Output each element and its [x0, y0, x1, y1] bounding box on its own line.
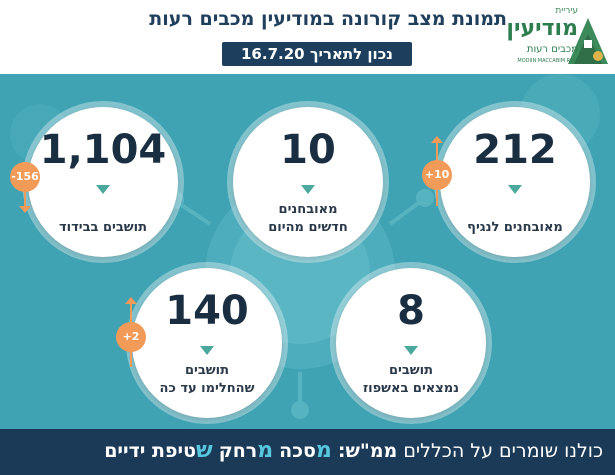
page-title: תמונת מצב קורונה במודיעין מכבים רעות: [149, 8, 507, 30]
stat-value: 212: [473, 127, 557, 173]
footer-word-hygiene: טיפת ידיים: [104, 440, 196, 462]
stat-hospitalized: 8 תושבים נמצאים באשפוז: [336, 268, 486, 418]
logo-line-4: MODIIN MACCABIM REUT: [517, 58, 580, 64]
up-arrow-icon: [125, 297, 137, 304]
change-badge: -156: [10, 162, 40, 192]
city-logo: עיריית מודיעין מכבים רעות MODIIN MACCABI…: [506, 4, 610, 70]
down-triangle-icon: [96, 185, 110, 194]
stat-recovered: 140 תושבים שהחלימו עד כה: [132, 268, 282, 418]
footer-mm: ממ"ש:: [337, 440, 398, 462]
stat-value: 10: [280, 127, 336, 173]
stat-value: 1,104: [39, 127, 167, 173]
date-badge: נכון לתאריך 16.7.20: [222, 42, 412, 66]
stat-value: 8: [397, 288, 425, 334]
footer-slogan: כולנו שומרים על הכללים ממ"ש: מסכה מרחק ש…: [104, 438, 603, 463]
logo-line-2: מודיעין: [506, 16, 578, 41]
change-badge: +2: [116, 322, 146, 352]
change-badge: +10: [422, 160, 452, 190]
footer-mem-1: מ: [315, 438, 332, 463]
stat-label: מאובחנים לנגיף: [467, 220, 563, 235]
down-triangle-icon: [301, 185, 315, 194]
footer-banner: כולנו שומרים על הכללים ממ"ש: מסכה מרחק ש…: [0, 429, 615, 475]
header: תמונת מצב קורונה במודיעין מכבים רעות נכו…: [0, 0, 615, 74]
logo-line-1: עיריית: [555, 6, 578, 16]
down-arrow-icon: [19, 206, 31, 213]
up-arrow-icon: [431, 136, 443, 143]
stat-label-line2: נמצאים באשפוז: [362, 381, 460, 396]
stat-label: תושבים בבידוד: [59, 220, 147, 235]
stat-label-line1: תושבים: [388, 363, 433, 378]
footer-word-distance: רחק: [218, 440, 258, 462]
footer-intro: כולנו שומרים על הכללים: [403, 440, 603, 462]
down-triangle-icon: [200, 346, 214, 355]
stat-label-line2: שהחלימו עד כה: [159, 381, 255, 396]
stat-quarantine: 1,104 תושבים בבידוד: [28, 107, 178, 257]
stat-label-line1: תושבים: [184, 363, 229, 378]
logo-line-3: מכבים רעות: [526, 44, 578, 55]
stats-background: 1,104 תושבים בבידוד -156 10 מאובחנים חדש…: [0, 74, 615, 429]
footer-shin: ש: [195, 438, 213, 463]
footer-word-mask: סכה: [279, 440, 316, 462]
stat-label-line2: חדשים מהיום: [268, 220, 348, 235]
down-triangle-icon: [404, 346, 418, 355]
footer-mem-2: מ: [257, 438, 274, 463]
logo-emblem-icon: [568, 18, 608, 64]
stat-new-cases: 10 מאובחנים חדשים מהיום: [233, 107, 383, 257]
stat-label-line1: מאובחנים: [278, 202, 338, 217]
stat-active: 212 מאובחנים לנגיף: [440, 107, 590, 257]
down-triangle-icon: [508, 185, 522, 194]
stat-value: 140: [165, 288, 249, 334]
